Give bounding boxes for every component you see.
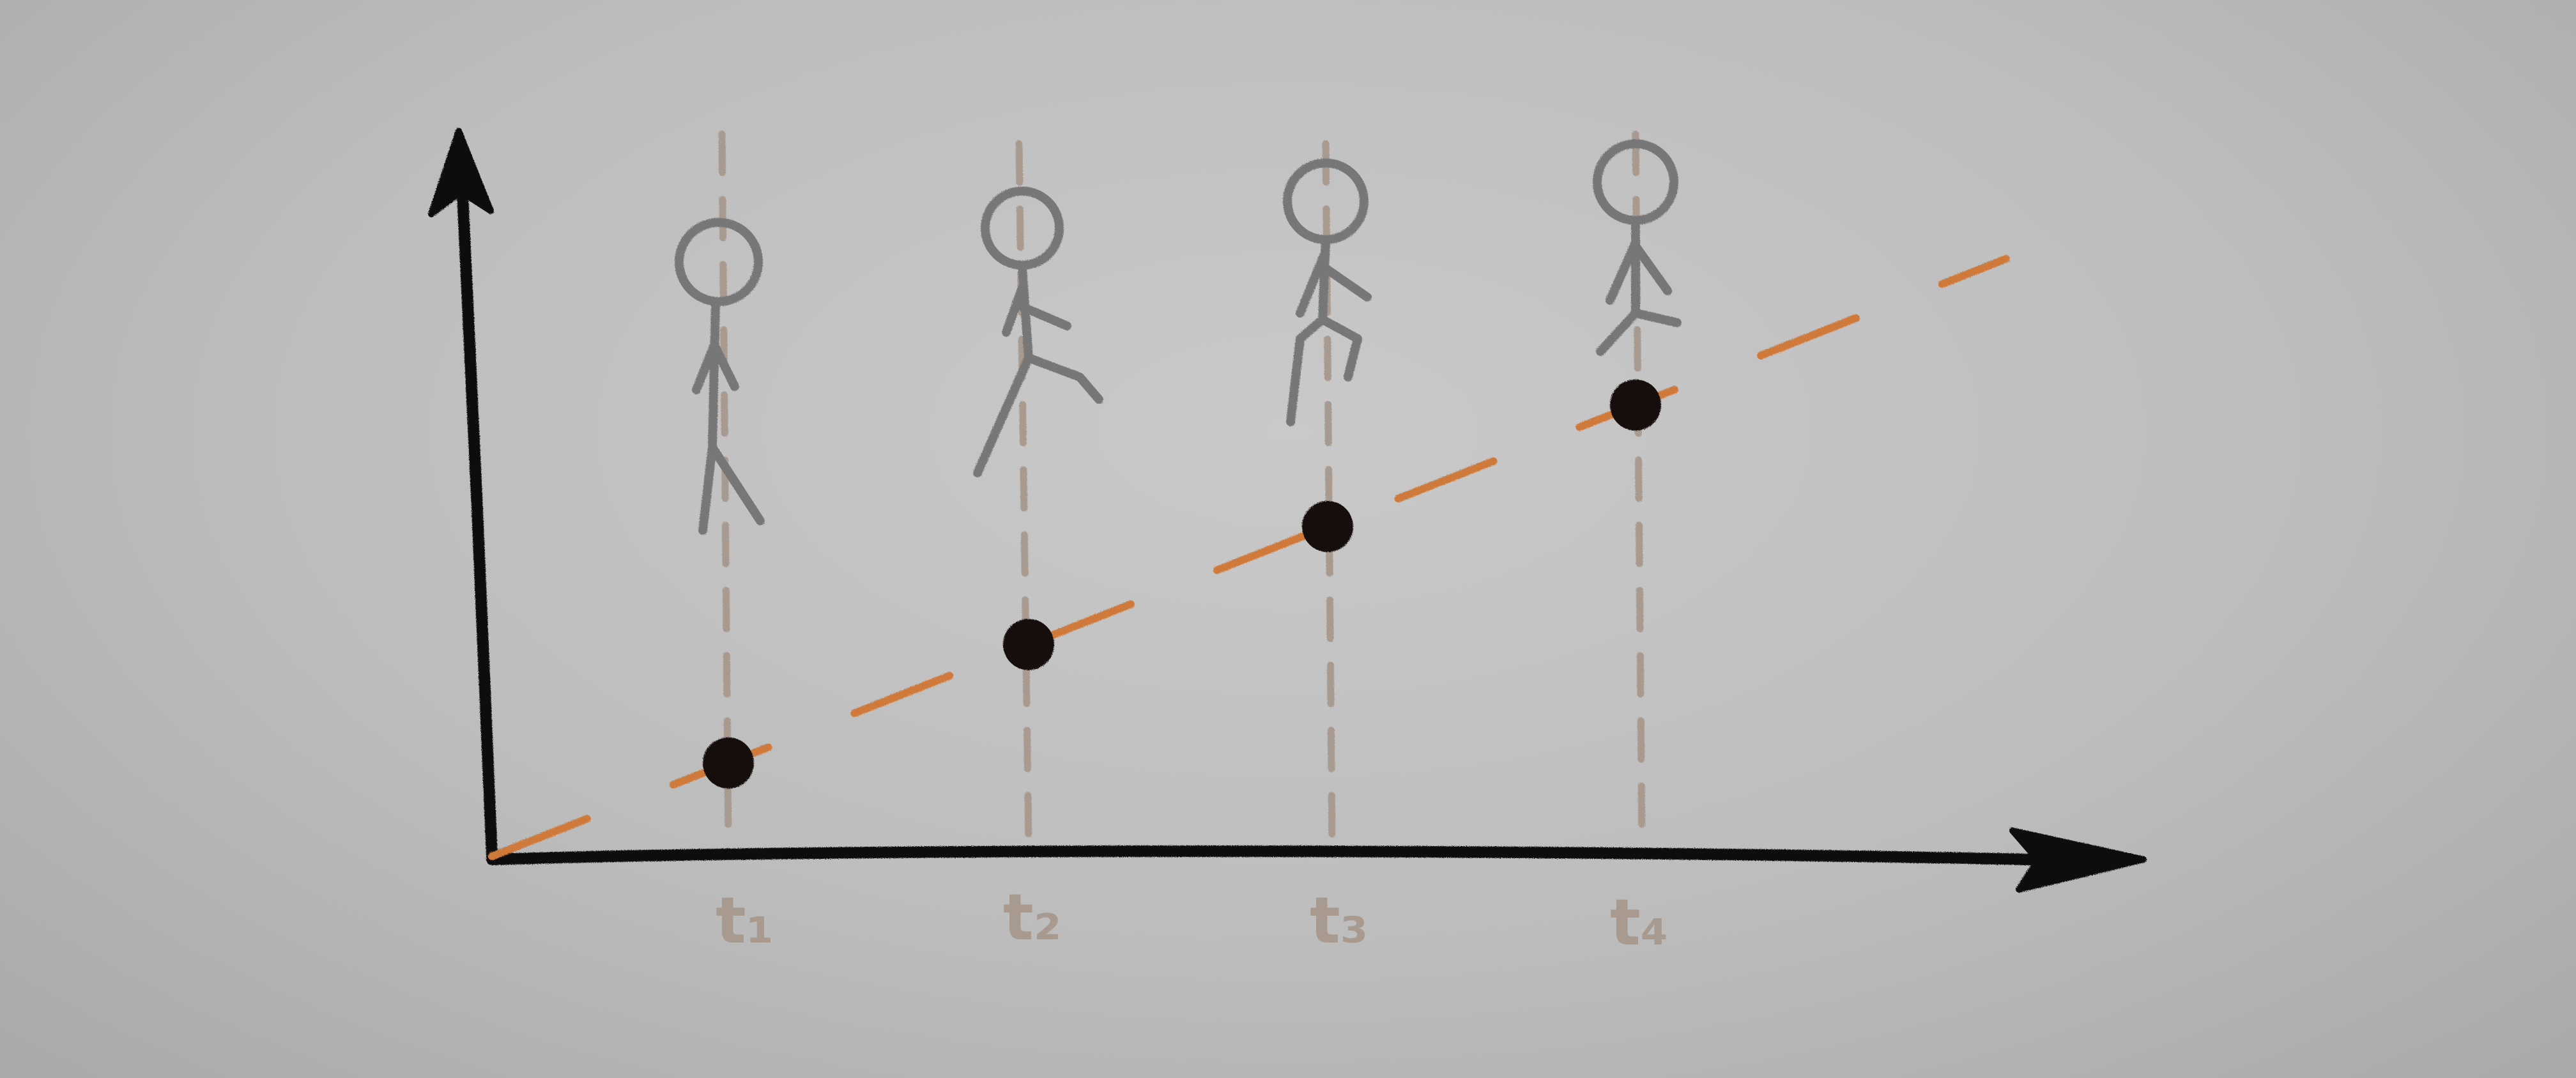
figure-body	[708, 299, 720, 452]
guide-line-t4	[1632, 130, 1646, 847]
data-point-1	[703, 737, 754, 789]
data-point-2	[1003, 619, 1054, 670]
stick-figures	[675, 139, 1682, 535]
figure-legs	[1286, 315, 1362, 426]
axes	[428, 128, 2147, 893]
guide-line-t1	[718, 130, 732, 847]
stick-figure-t2	[973, 187, 1103, 477]
guide-line-t2	[1015, 140, 1032, 847]
time-labels: t₁ t₂ t₃ t₄	[716, 880, 1669, 960]
x-axis	[486, 845, 2114, 867]
figure-arms	[1296, 251, 1372, 318]
data-points	[703, 379, 1661, 789]
time-label-t1: t₁	[716, 883, 774, 958]
figure-legs	[698, 443, 765, 535]
figure-arms	[692, 341, 739, 394]
figure-legs	[973, 353, 1103, 477]
figure-head	[675, 218, 763, 306]
figure-legs	[1596, 309, 1682, 356]
stick-figure-t4	[1593, 139, 1682, 356]
data-point-4	[1610, 379, 1661, 431]
stick-figure-t3	[1283, 158, 1372, 426]
time-label-t3: t₃	[1310, 883, 1368, 958]
y-axis-arrowhead	[428, 128, 494, 217]
time-guide-lines	[718, 130, 1646, 847]
figure-arms	[1606, 238, 1672, 305]
y-axis	[456, 160, 498, 862]
stick-figure-t1	[675, 218, 765, 535]
time-label-t2: t₂	[1003, 880, 1062, 955]
figure-arms	[1002, 283, 1071, 337]
data-point-3	[1302, 500, 1353, 552]
guide-line-t3	[1322, 140, 1336, 847]
x-axis-arrowhead	[2009, 828, 2147, 893]
time-label-t4: t₄	[1610, 885, 1669, 960]
